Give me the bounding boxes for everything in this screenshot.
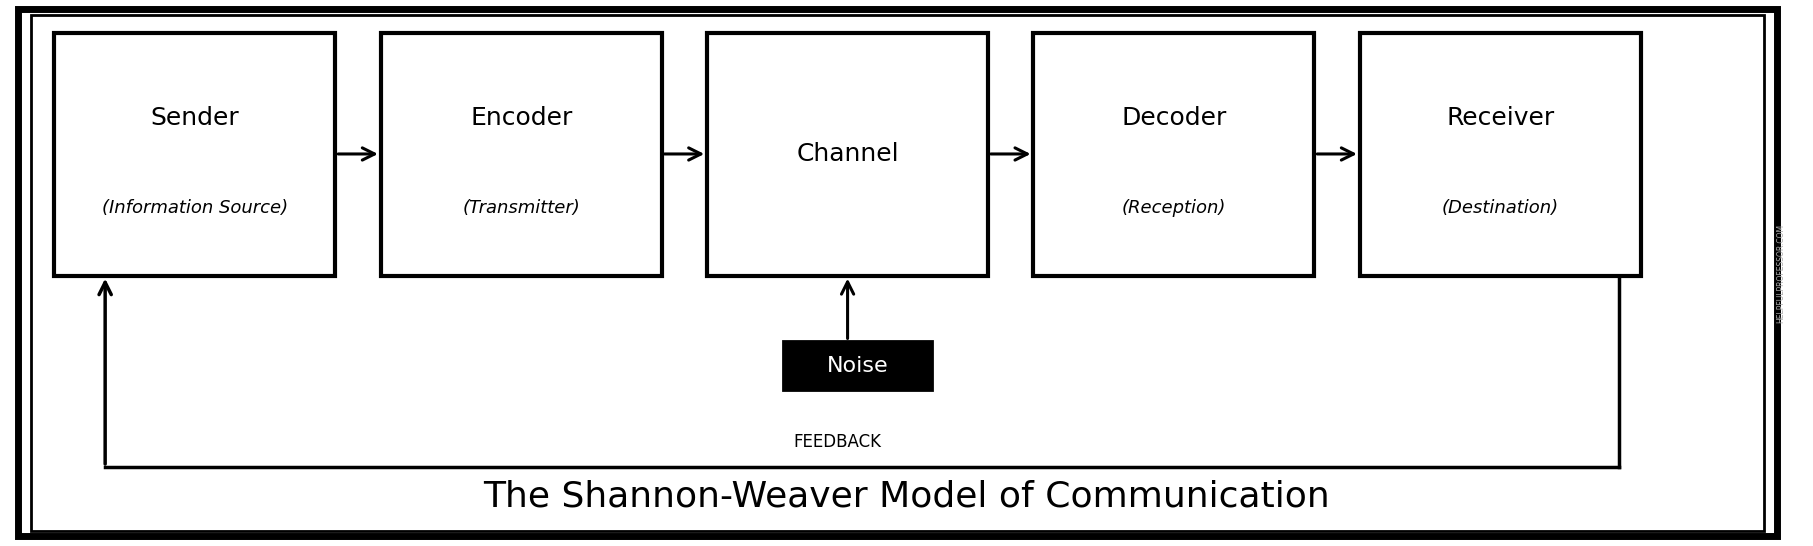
Text: Sender: Sender [150,106,239,130]
Bar [1360,33,1641,276]
Text: Noise: Noise [827,356,888,376]
Bar [54,33,335,276]
Text: The Shannon-Weaver Model of Communication: The Shannon-Weaver Model of Communicatio… [482,480,1331,514]
Text: (Reception): (Reception) [1122,199,1226,217]
Text: HELPFULPROFESSOR.COM: HELPFULPROFESSOR.COM [1777,223,1784,323]
Text: Decoder: Decoder [1120,106,1227,130]
Bar [783,341,932,390]
Bar [707,33,988,276]
Text: Encoder: Encoder [470,106,573,130]
Bar [1033,33,1314,276]
Text: Receiver: Receiver [1447,106,1554,130]
Text: (Destination): (Destination) [1441,199,1559,217]
Text: (Transmitter): (Transmitter) [462,199,580,217]
Bar [381,33,662,276]
Text: FEEDBACK: FEEDBACK [794,434,881,451]
Text: Channel: Channel [796,143,899,166]
Text: (Information Source): (Information Source) [102,199,288,217]
